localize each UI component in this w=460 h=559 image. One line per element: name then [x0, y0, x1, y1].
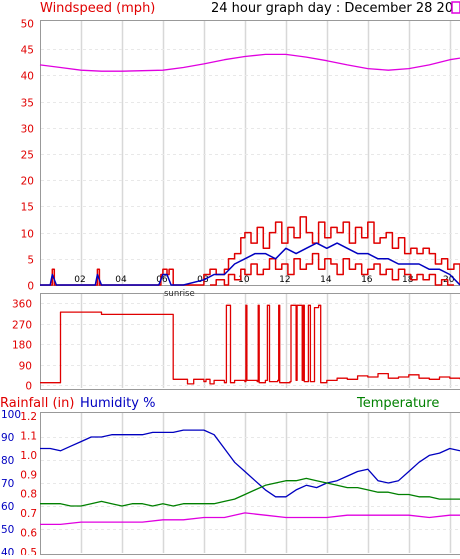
windspeed-series-direction-wind-chill: [40, 54, 460, 71]
data-series: [40, 54, 460, 524]
hour-tick-label: 16: [361, 275, 373, 285]
rainfall-tick-label: 0.8: [20, 489, 37, 501]
humidity-tick-label: 70: [1, 478, 14, 490]
windspeed-tick-label: 30: [21, 124, 34, 136]
windspeed-tick-label: 40: [21, 71, 34, 83]
windspeed-tick-label: 10: [21, 229, 34, 241]
graph-title: 24 hour graph day : December 28 2009: [211, 1, 460, 16]
rainfall-tick-label: 1.1: [20, 430, 37, 442]
windspeed-tick-label: 0: [27, 281, 34, 293]
humidity-tick-label: 40: [1, 547, 14, 555]
rainfall-tick-label: 1.0: [20, 450, 37, 462]
series-humidity: [40, 430, 460, 497]
rainfall-tick-label: 1.2: [20, 411, 37, 423]
rainfall-tick-label: 0.9: [20, 469, 37, 481]
humidity-tick-label: 100: [1, 409, 21, 421]
direction-tick-label: 270: [12, 320, 32, 332]
windspeed-tick-label: 5: [27, 255, 34, 267]
rainfall-tick-label: 0.5: [20, 547, 37, 555]
hour-tick-label: 12: [279, 275, 290, 285]
direction-panel: [41, 294, 460, 390]
grid-lines: [41, 21, 459, 553]
humidity-tick-label: 90: [1, 432, 14, 444]
windspeed-series-average: [40, 243, 460, 285]
windspeed-tick-label: 35: [21, 98, 34, 110]
rainfall-tick-label: 0.6: [20, 528, 37, 540]
temperature-label: Temperature: [356, 396, 439, 411]
direction-tick-label: 360: [12, 299, 32, 311]
humidity-tick-label: 80: [1, 455, 14, 467]
hour-tick-label: 14: [320, 275, 332, 285]
windspeed-tick-label: 25: [21, 150, 34, 162]
windspeed-tick-label: 15: [21, 202, 34, 214]
humidity-tick-label: 60: [1, 501, 14, 513]
hour-tick-label: 02: [74, 275, 85, 285]
direction-tick-label: 90: [19, 361, 32, 373]
direction-tick-label: 0: [25, 381, 32, 393]
humidity-tick-label: 50: [1, 524, 14, 536]
windspeed-tick-label: 45: [21, 45, 34, 57]
direction-tick-label: 180: [12, 340, 32, 352]
series-temperature: [40, 478, 460, 506]
windspeed-label: Windspeed (mph): [40, 1, 155, 16]
windspeed-tick-label: 20: [21, 176, 34, 188]
windspeed-panel: [41, 21, 460, 286]
windspeed-tick-label: 50: [21, 19, 34, 31]
sunrise-label: sunrise: [164, 289, 195, 299]
humidity-label: Humidity %: [80, 396, 155, 411]
truncated-legend-marker: [452, 2, 460, 13]
rainfall-tick-label: 0.7: [20, 508, 37, 520]
series-rainfall: [40, 513, 460, 525]
hour-tick-label: 04: [115, 275, 127, 285]
